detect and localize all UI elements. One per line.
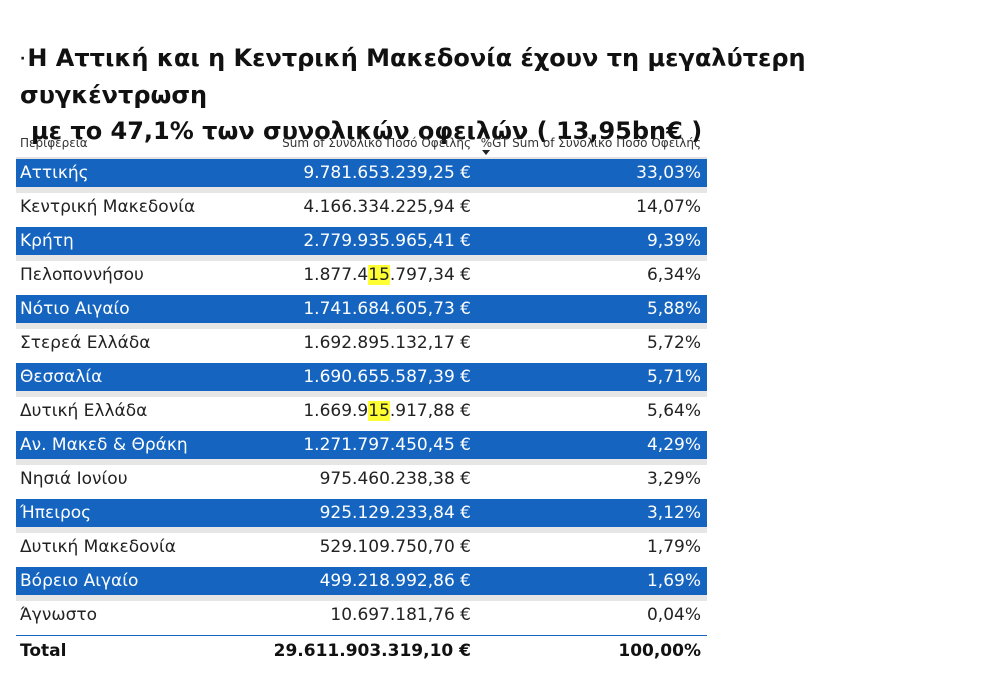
cell-sum: 1.741.684.605,73 € bbox=[303, 295, 471, 323]
table-row[interactable]: Θεσσαλία 1.690.655.587,39 € 5,71% bbox=[16, 363, 707, 397]
cell-pct: 9,39% bbox=[646, 231, 701, 251]
title-line-2: με το 47,1% των συνολικών οφειλών ( 13,9… bbox=[31, 117, 703, 145]
cell-sum-part: 1.690.655.587,39 € bbox=[303, 367, 471, 387]
sort-descending-icon[interactable] bbox=[482, 150, 490, 155]
cell-pct: 5,71% bbox=[646, 367, 701, 387]
debt-table: Περιφέρεια Sum of Συνολικό Ποσό Οφειλής … bbox=[16, 131, 707, 666]
cell-region: Βόρειο Αιγαίο bbox=[20, 571, 139, 591]
table-row[interactable]: Ήπειρος 925.129.233,84 € 3,12% bbox=[16, 499, 707, 533]
table-row[interactable]: Δυτική Μακεδονία 529.109.750,70 € 1,79% bbox=[16, 533, 707, 561]
cell-sum-part: .797,34 € bbox=[389, 265, 471, 285]
cell-pct: 5,72% bbox=[646, 333, 701, 353]
table-body: Αττικής 9.781.653.239,25 € 33,03% Κεντρική … bbox=[16, 159, 707, 629]
cell-sum: 1.692.895.132,17 € bbox=[303, 329, 471, 357]
table-row[interactable]: Βόρειο Αιγαίο 499.218.992,86 € 1,69% bbox=[16, 567, 707, 601]
cell-sum-part: 10.697.181,76 € bbox=[330, 605, 471, 625]
cell-sum-part: .917,88 € bbox=[389, 401, 471, 421]
cell-region: Αττικής bbox=[20, 163, 89, 183]
cell-sum-part: 925.129.233,84 € bbox=[319, 503, 471, 523]
cell-region: Δυτική Ελλάδα bbox=[20, 401, 148, 421]
title-bullet: · bbox=[20, 51, 26, 67]
cell-sum-part: 975.460.238,38 € bbox=[319, 469, 471, 489]
cell-pct: 3,12% bbox=[646, 503, 701, 523]
cell-sum: 925.129.233,84 € bbox=[320, 499, 471, 527]
table-row[interactable]: Άγνωστο 10.697.181,76 € 0,04% bbox=[16, 601, 707, 629]
cell-pct: 0,04% bbox=[646, 605, 701, 625]
cell-sum: 10.697.181,76 € bbox=[330, 601, 471, 629]
cell-sum-part: 529.109.750,70 € bbox=[319, 537, 471, 557]
cell-sum-part: 1.877.4 bbox=[303, 265, 369, 285]
cell-region: Στερεά Ελλάδα bbox=[20, 333, 151, 353]
cell-region: Πελοποννήσου bbox=[20, 265, 144, 285]
table-row[interactable]: Κεντρική Μακεδονία 4.166.334.225,94 € 14,0… bbox=[16, 193, 707, 221]
cell-sum-highlight: 15 bbox=[368, 265, 390, 285]
table-row[interactable]: Νησιά Ιονίου 975.460.238,38 € 3,29% bbox=[16, 465, 707, 493]
cell-region: Αν. Μακεδ & Θράκη bbox=[20, 435, 188, 455]
cell-sum-part: 2.779.935.965,41 € bbox=[303, 231, 471, 251]
cell-pct: 1,79% bbox=[646, 537, 701, 557]
cell-sum: 1.271.797.450,45 € bbox=[303, 431, 471, 459]
cell-pct: 14,07% bbox=[636, 197, 701, 217]
title-line-1: Η Αττική και η Κεντρική Μακεδονία έχουν … bbox=[20, 44, 806, 109]
cell-region: Θεσσαλία bbox=[20, 367, 103, 387]
cell-sum-highlight: 15 bbox=[368, 401, 390, 421]
table-row[interactable]: Αν. Μακεδ & Θράκη 1.271.797.450,45 € 4,29% bbox=[16, 431, 707, 465]
cell-sum-part: 1.271.797.450,45 € bbox=[303, 435, 471, 455]
cell-sum-part: 9.781.653.239,25 € bbox=[303, 163, 471, 183]
header-region[interactable]: Περιφέρεια bbox=[20, 136, 88, 150]
cell-pct: 1,69% bbox=[646, 571, 701, 591]
cell-region: Δυτική Μακεδονία bbox=[20, 537, 176, 557]
table-header: Περιφέρεια Sum of Συνολικό Ποσό Οφειλής … bbox=[16, 131, 707, 159]
cell-region: Κεντρική Μακεδονία bbox=[20, 197, 196, 217]
cell-region: Νησιά Ιονίου bbox=[20, 469, 128, 489]
cell-sum: 1.690.655.587,39 € bbox=[303, 363, 471, 391]
cell-sum: 4.166.334.225,94 € bbox=[303, 193, 471, 221]
table-row[interactable]: Κρήτη 2.779.935.965,41 € 9,39% bbox=[16, 227, 707, 261]
table-row[interactable]: Στερεά Ελλάδα 1.692.895.132,17 € 5,72% bbox=[16, 329, 707, 357]
table-row[interactable]: Πελοποννήσου 1.877.415.797,34 € 6,34% bbox=[16, 261, 707, 289]
cell-region: Άγνωστο bbox=[20, 605, 97, 625]
cell-sum: 9.781.653.239,25 € bbox=[303, 159, 471, 187]
cell-region: Νότιο Αιγαίο bbox=[20, 299, 130, 319]
cell-pct: 4,29% bbox=[646, 435, 701, 455]
cell-sum: 1.669.915.917,88 € bbox=[303, 397, 471, 425]
page-title: ·Η Αττική και η Κεντρική Μακεδονία έχουν… bbox=[20, 40, 980, 149]
cell-pct: 5,88% bbox=[646, 299, 701, 319]
header-sum[interactable]: Sum of Συνολικό Ποσό Οφειλής bbox=[282, 136, 471, 150]
table-row[interactable]: Δυτική Ελλάδα 1.669.915.917,88 € 5,64% bbox=[16, 397, 707, 425]
cell-region: Ήπειρος bbox=[20, 503, 92, 523]
cell-sum: 975.460.238,38 € bbox=[320, 465, 471, 493]
total-sum: 29.611.903.319,10 € bbox=[273, 641, 471, 661]
cell-pct: 5,64% bbox=[646, 401, 701, 421]
cell-sum: 499.218.992,86 € bbox=[320, 567, 471, 595]
total-pct: 100,00% bbox=[618, 641, 701, 661]
cell-sum-part: 1.741.684.605,73 € bbox=[303, 299, 471, 319]
total-label: Total bbox=[20, 641, 67, 661]
cell-pct: 6,34% bbox=[646, 265, 701, 285]
cell-sum: 529.109.750,70 € bbox=[320, 533, 471, 561]
cell-region: Κρήτη bbox=[20, 231, 74, 251]
table-row[interactable]: Αττικής 9.781.653.239,25 € 33,03% bbox=[16, 159, 707, 193]
header-pct[interactable]: %GT Sum of Συνολικό Ποσό Οφειλής bbox=[480, 136, 701, 150]
cell-sum-part: 4.166.334.225,94 € bbox=[303, 197, 471, 217]
cell-sum-part: 499.218.992,86 € bbox=[319, 571, 471, 591]
cell-sum: 2.779.935.965,41 € bbox=[303, 227, 471, 255]
table-total-row: Total 29.611.903.319,10 € 100,00% bbox=[16, 635, 707, 666]
cell-pct: 33,03% bbox=[636, 163, 701, 183]
table-row[interactable]: Νότιο Αιγαίο 1.741.684.605,73 € 5,88% bbox=[16, 295, 707, 329]
cell-sum: 1.877.415.797,34 € bbox=[303, 261, 471, 289]
cell-pct: 3,29% bbox=[646, 469, 701, 489]
cell-sum-part: 1.692.895.132,17 € bbox=[303, 333, 471, 353]
cell-sum-part: 1.669.9 bbox=[303, 401, 369, 421]
